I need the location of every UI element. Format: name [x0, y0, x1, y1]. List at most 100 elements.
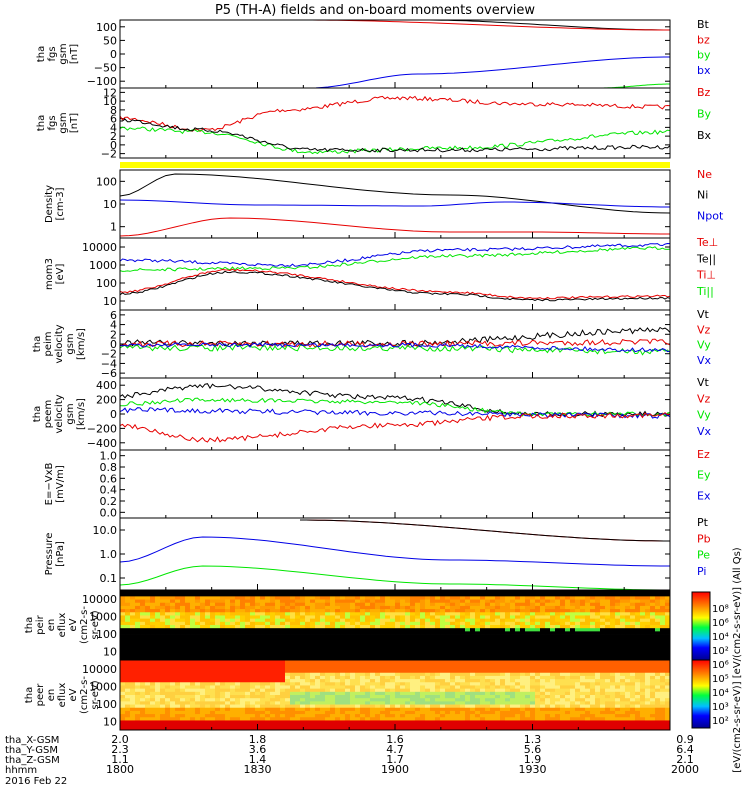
- spectrogram-cell: [305, 723, 311, 728]
- spectrogram-cell: [380, 695, 386, 699]
- spectrogram-cell: [470, 660, 476, 664]
- spectrogram-cell: [120, 714, 126, 718]
- spectrogram-cell: [235, 710, 241, 715]
- spectrogram-cell: [455, 612, 461, 616]
- spectrogram-cell: [160, 685, 166, 690]
- spectrogram-cell: [305, 644, 311, 648]
- spectrogram-cell: [515, 707, 521, 712]
- spectrogram-cell: [485, 599, 491, 604]
- spectrogram-cell: [120, 644, 126, 648]
- spectrogram-cell: [205, 717, 211, 721]
- spectrogram-cell: [140, 717, 146, 721]
- spectrogram-cell: [445, 599, 451, 604]
- spectrogram-cell: [225, 669, 231, 674]
- spectrogram-cell: [520, 593, 526, 597]
- spectrogram-cell: [240, 685, 246, 690]
- spectrogram-cell: [250, 663, 256, 667]
- plot-title: P5 (TH-A) fields and on-board moments ov…: [215, 3, 535, 18]
- spectrogram-cell: [490, 599, 496, 604]
- spectrogram-cell: [375, 599, 381, 604]
- spectrogram-cell: [620, 704, 626, 709]
- spectrogram-cell: [510, 615, 516, 620]
- y-tick-label: 100: [96, 277, 117, 290]
- spectrogram-cell: [400, 666, 406, 670]
- spectrogram-cell: [335, 590, 341, 594]
- spectrogram-cell: [555, 672, 561, 677]
- spectrogram-cell: [660, 650, 666, 655]
- spectrogram-cell: [595, 640, 601, 645]
- spectrogram-cell: [340, 701, 346, 705]
- spectrogram-cell: [610, 698, 616, 702]
- spectrogram-cell: [625, 593, 631, 597]
- spectrogram-cell: [465, 707, 471, 712]
- spectrogram-cell: [595, 590, 601, 594]
- spectrogram-cell: [315, 637, 321, 642]
- spectrogram-cell: [290, 605, 296, 610]
- spectrogram-cell: [215, 688, 221, 693]
- spectrogram-cell: [540, 647, 546, 651]
- spectrogram-cell: [515, 612, 521, 616]
- spectrogram-cell: [545, 621, 551, 626]
- spectrogram-cell: [535, 618, 541, 623]
- spectrogram-cell: [295, 590, 301, 594]
- spectrogram-cell: [630, 698, 636, 702]
- spectrogram-cell: [660, 656, 666, 661]
- spectrogram-cell: [510, 644, 516, 648]
- spectrogram-cell: [165, 621, 171, 626]
- spectrogram-cell: [655, 647, 661, 651]
- spectrogram-cell: [600, 621, 606, 626]
- spectrogram-cell: [495, 669, 501, 674]
- spectrogram-cell: [285, 663, 291, 667]
- spectrogram-cell: [605, 688, 611, 693]
- spectrogram-cell: [330, 599, 336, 604]
- spectrogram-cell: [180, 640, 186, 645]
- spectrogram-cell: [560, 650, 566, 655]
- spectrogram-cell: [205, 644, 211, 648]
- spectrogram-cell: [440, 621, 446, 626]
- spectrogram-cell: [485, 602, 491, 607]
- spectrogram-cell: [280, 695, 286, 699]
- spectrogram-cell: [410, 720, 416, 725]
- spectrogram-cell: [225, 714, 231, 718]
- spectrogram-cell: [575, 653, 581, 658]
- spectrogram-cell: [430, 650, 436, 655]
- spectrogram-cell: [145, 726, 151, 731]
- spectrogram-cell: [330, 723, 336, 728]
- spectrogram-cell: [385, 685, 391, 690]
- spectrogram-cell: [285, 640, 291, 645]
- spectrogram-cell: [165, 602, 171, 607]
- spectrogram-cell: [595, 599, 601, 604]
- spectrogram-cell: [155, 714, 161, 718]
- spectrogram-cell: [385, 682, 391, 686]
- spectrogram-cell: [605, 602, 611, 607]
- spectrogram-cell: [280, 653, 286, 658]
- spectrogram-cell: [170, 698, 176, 702]
- spectrogram-cell: [485, 675, 491, 680]
- spectrogram-cell: [625, 602, 631, 607]
- spectrogram-cell: [180, 593, 186, 597]
- spectrogram-cell: [505, 682, 511, 686]
- spectrogram-cell: [475, 717, 481, 721]
- spectrogram-cell: [505, 644, 511, 648]
- spectrogram-cell: [535, 707, 541, 712]
- series-Vz: [119, 412, 671, 443]
- spectrogram-cell: [375, 720, 381, 725]
- spectrogram-cell: [590, 602, 596, 607]
- spectrogram-cell: [420, 663, 426, 667]
- spectrogram-cell: [605, 717, 611, 721]
- spectrogram-cell: [285, 688, 291, 693]
- spectrogram-cell: [215, 631, 221, 635]
- spectrogram-cell: [210, 660, 216, 664]
- spectrogram-cell: [430, 628, 436, 632]
- spectrogram-cell: [340, 637, 346, 642]
- spectrogram-cell: [615, 634, 621, 639]
- spectrogram-cell: [165, 650, 171, 655]
- spectrogram-cell: [640, 602, 646, 607]
- spectrogram-cell: [250, 599, 256, 604]
- spectrogram-cell: [610, 688, 616, 693]
- spectrogram-cell: [635, 618, 641, 623]
- spectrogram-cell: [445, 714, 451, 718]
- spectrogram-cell: [555, 717, 561, 721]
- spectrogram-cell: [535, 704, 541, 709]
- spectrogram-cell: [560, 666, 566, 670]
